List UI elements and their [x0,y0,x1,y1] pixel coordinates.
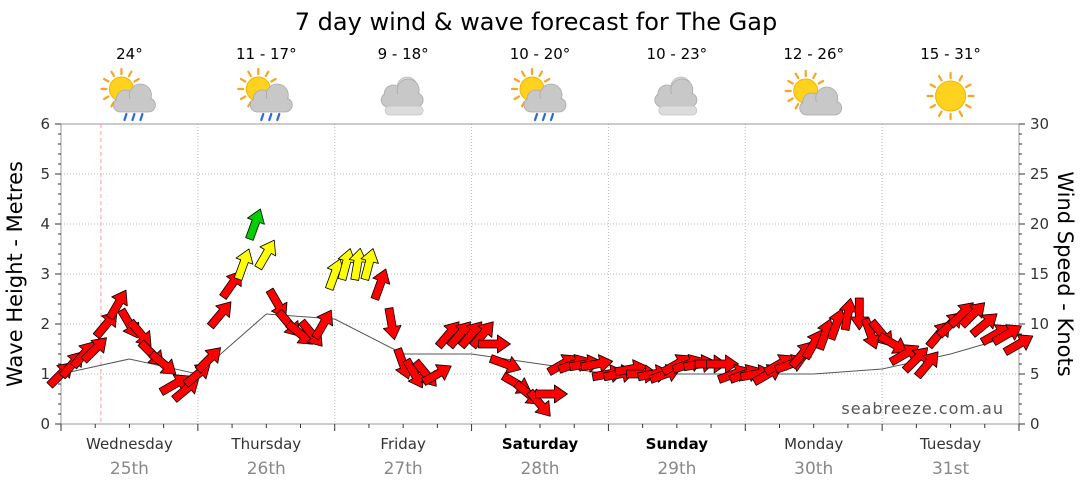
day-temperature: 11 - 17° [236,45,297,63]
sun-cloud-rain-icon [237,67,293,122]
wind-arrows [46,208,1034,417]
wind-arrow [969,313,998,338]
wind-arrow [245,208,265,241]
day-date: 31st [932,459,969,479]
day-name: Tuesday [919,435,981,453]
wind-arrow [877,332,908,354]
grid-lines [61,124,1019,424]
cloud-icon [380,76,424,116]
day-name: Thursday [230,435,301,453]
temperature-labels: 24° 11 - 17° 9 - 18° 10 - 20° 10 - 23° 12 - 2… [116,45,981,63]
sun-cloud-icon [784,69,843,116]
chart-title: 7 day wind & wave forecast for The Gap [295,8,777,36]
right-axis-title: Wind Speed - Knots [1053,171,1077,376]
wind-arrow [148,350,177,375]
right-tick-label: 10 [1030,315,1049,333]
day-temperature: 15 - 31° [920,45,981,63]
sun-cloud-rain-icon [100,67,156,122]
wind-arrow [1002,334,1034,356]
day-date: 30th [794,459,833,479]
wind-arrow [535,384,568,404]
wind-arrow [914,351,939,380]
day-date: 29th [657,459,696,479]
sun-cloud-rain-icon [510,67,567,122]
wind-arrow [194,347,222,374]
weather-icons [100,67,975,122]
left-tick-label: 2 [40,315,50,333]
right-tick-label: 30 [1030,115,1049,133]
day-temperature: 24° [116,45,143,63]
day-date: 26th [247,459,286,479]
wind-arrow [958,302,986,329]
plot-frame [60,123,1020,425]
wind-arrow [706,354,739,374]
left-tick-label: 1 [40,365,50,383]
cloud-icon [654,76,698,116]
wave-height-line [60,313,1020,375]
wind-arrow [477,334,511,354]
day-name: Friday [380,435,426,453]
day-date: 25th [110,459,149,479]
left-axis-ticks: 0 1 2 3 4 5 6 [40,115,61,433]
right-tick-label: 20 [1030,215,1049,233]
right-tick-label: 15 [1030,265,1049,283]
left-tick-label: 6 [40,115,50,133]
wind-arrow [106,289,128,321]
left-tick-label: 0 [40,415,50,433]
left-tick-label: 3 [40,265,50,283]
right-axis-ticks: 0 5 10 15 20 25 30 [1019,115,1049,433]
day-temperature: 9 - 18° [378,45,429,63]
wind-arrow [526,388,551,417]
left-tick-label: 4 [40,215,50,233]
wind-arrow [469,321,494,350]
day-name: Wednesday [86,435,173,453]
day-name: Saturday [502,435,579,453]
right-tick-label: 25 [1030,165,1049,183]
day-name: Sunday [646,435,709,453]
day-temperature: 12 - 26° [783,45,844,63]
right-tick-label: 0 [1030,415,1040,433]
day-name: Monday [784,435,843,453]
wind-arrow [382,307,402,341]
wind-arrow [254,239,276,271]
wind-arrow [311,309,333,341]
wind-arrow [360,248,379,281]
right-tick-label: 5 [1030,365,1040,383]
day-date: 28th [520,459,559,479]
day-temperature: 10 - 23° [647,45,708,63]
watermark: seabreeze.com.au [841,399,1004,418]
day-labels: Wednesday 25th Thursday 26th Friday 27th Satur… [60,424,1020,479]
wind-arrow [370,268,391,301]
left-tick-label: 5 [40,165,50,183]
wind-arrow [206,301,232,330]
wind-arrow [991,324,1022,346]
wind-arrow [127,318,152,347]
day-date: 27th [384,459,423,479]
wind-arrow [80,337,107,364]
wind-arrow [421,364,452,386]
day-temperature: 10 - 20° [510,45,571,63]
left-axis-title: Wave Height - Metres [3,161,27,387]
sun-icon [926,71,975,121]
wind-arrow [233,248,254,281]
